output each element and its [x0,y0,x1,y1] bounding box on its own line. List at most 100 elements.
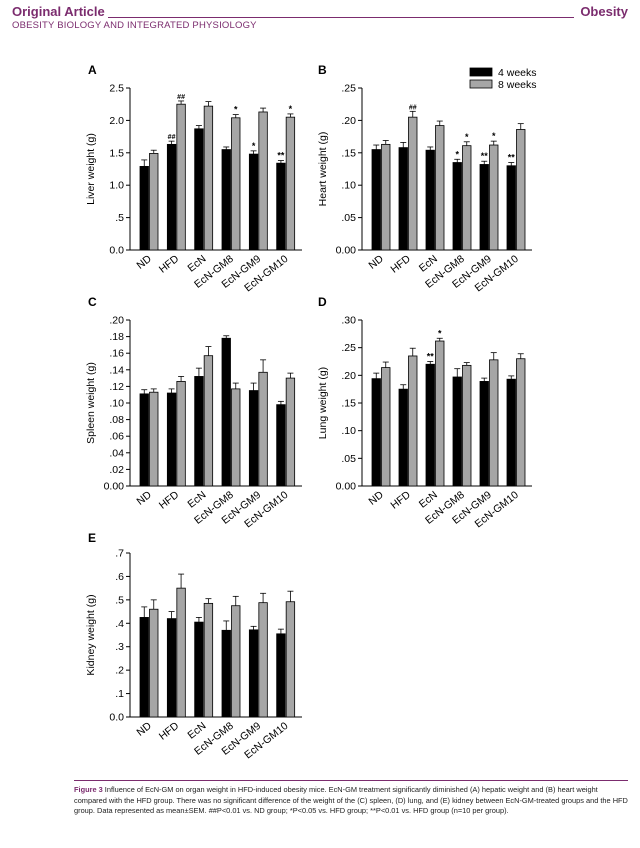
y-tick-label: .16 [109,348,124,360]
significance-mark: ** [508,153,516,163]
y-tick-label: .30 [341,315,356,327]
bar-8-weeks [381,143,391,251]
y-tick-label: .10 [109,398,124,410]
bar-4-weeks [248,629,259,718]
x-tick-label: HFD [388,489,413,512]
bar-4-weeks [221,337,231,487]
x-tick-label: HFD [157,489,182,512]
bar-8-weeks [258,602,268,718]
y-tick-label: 0.00 [336,481,357,493]
bar-8-weeks [176,381,186,487]
y-tick-label: .5 [115,212,124,224]
y-axis-label: Kidney weight (g) [85,594,97,675]
y-axis-label: Liver weight (g) [85,133,97,205]
bar-8-weeks [435,125,445,251]
journal-name: Obesity [580,4,628,19]
panel-label: D [318,295,327,309]
significance-mark: * [492,131,496,141]
y-tick-label: 0.0 [109,245,124,257]
organ-weight-figure: A 0.0 .5 1.0 1.5 2.0 2.5 Liver weight (g) ND ## ##… [85,63,537,761]
y-tick-label: .2 [115,665,124,677]
bar-8-weeks [408,116,418,251]
bar-8-weeks [462,364,472,487]
y-tick-label: .25 [341,342,356,354]
bar-8-weeks [285,116,296,251]
y-tick-label: 0.00 [336,245,357,257]
section-name: OBESITY BIOLOGY AND INTEGRATED PHYSIOLOG… [12,20,257,31]
bar-4-weeks [221,629,231,718]
y-tick-label: 1.0 [109,180,124,192]
bar-4-weeks [166,392,177,487]
y-tick-label: .5 [115,594,124,606]
y-tick-label: 2.5 [109,83,124,95]
x-tick-label: ND [367,489,387,508]
bar-4-weeks [398,147,408,251]
bar-4-weeks [194,128,204,251]
y-tick-label: .1 [115,688,124,700]
y-tick-label: .15 [341,398,356,410]
significance-mark: ## [168,134,176,141]
caption-text: Influence of EcN-GM on organ weight in H… [74,785,628,816]
x-tick-label: HFD [157,720,182,743]
bar-8-weeks [203,105,214,251]
bar-8-weeks [149,608,159,718]
bar-4-weeks [425,363,435,487]
x-tick-label: HFD [157,253,182,276]
bar-4-weeks [276,633,286,718]
bar-8-weeks [231,388,241,487]
y-tick-label: .7 [115,548,124,560]
bar-8-weeks [149,153,159,251]
bar-8-weeks [258,111,268,251]
bar-8-weeks [176,103,186,251]
significance-mark: ** [427,352,435,362]
bar-8-weeks [435,340,445,487]
header-rule [108,17,574,18]
y-tick-label: .05 [341,453,356,465]
y-axis-label: Heart weight (g) [317,132,329,207]
significance-mark: * [455,149,459,159]
y-tick-label: .12 [109,381,124,393]
y-tick-label: .10 [341,180,356,192]
y-tick-label: .18 [109,331,124,343]
y-tick-label: 2.0 [109,115,124,127]
y-tick-label: .3 [115,641,124,653]
bar-4-weeks [371,149,381,251]
bar-4-weeks [371,378,381,487]
bar-8-weeks [285,377,296,487]
bar-4-weeks [506,165,516,251]
panel-label: E [88,531,96,545]
y-tick-label: 0.00 [104,481,125,493]
bar-4-weeks [221,149,231,251]
bar-8-weeks [408,355,418,487]
article-type: Original Article [12,4,105,19]
significance-mark: * [252,141,256,151]
bar-4-weeks [276,404,286,487]
significance-mark: ** [277,151,285,161]
bar-4-weeks [276,162,286,251]
panel-label: A [88,63,97,77]
y-tick-label: .06 [109,431,124,443]
significance-mark: ## [409,104,417,111]
y-tick-label: 1.5 [109,147,124,159]
y-tick-label: .14 [109,364,124,376]
caption-label: Figure 3 [74,785,103,794]
figure-caption: Figure 3 Influence of EcN-GM on organ we… [74,780,628,817]
significance-mark: * [465,132,469,142]
y-tick-label: .20 [109,315,124,327]
bar-4-weeks [194,621,204,718]
bar-8-weeks [489,144,499,251]
bar-4-weeks [166,618,177,718]
significance-mark: * [438,328,442,338]
x-tick-label: ND [135,720,155,739]
legend-swatch-8-weeks [469,79,493,89]
bar-4-weeks [139,617,149,718]
bar-8-weeks [176,587,186,718]
legend-label: 4 weeks [498,67,537,79]
bar-4-weeks [452,162,462,251]
y-tick-label: 0.0 [109,712,124,724]
y-axis-label: Lung weight (g) [317,367,329,439]
y-tick-label: .05 [341,212,356,224]
bar-8-weeks [149,391,159,487]
bar-8-weeks [203,355,214,487]
bar-8-weeks [258,371,268,487]
